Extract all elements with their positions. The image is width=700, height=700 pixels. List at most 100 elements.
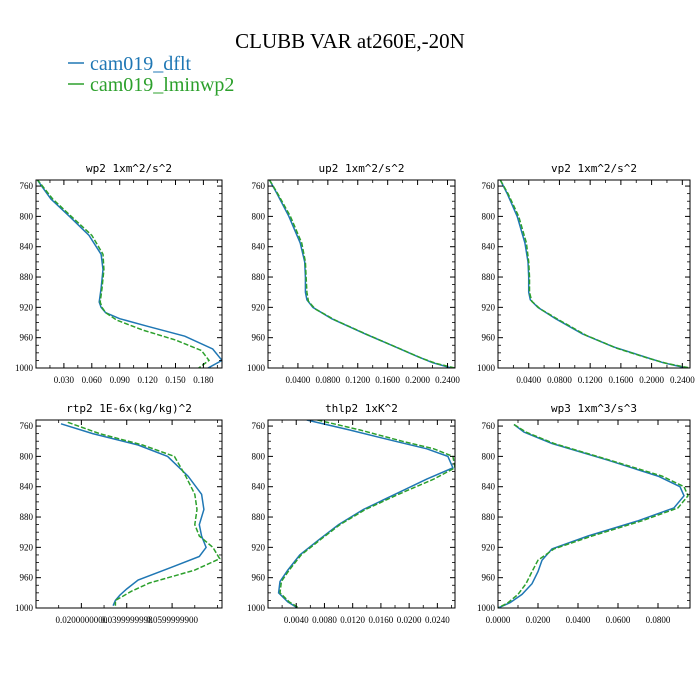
x-tick-label: 0.0080 (312, 615, 337, 625)
y-tick-label: 960 (252, 333, 266, 343)
panel-title: thlp2 1xK^2 (325, 402, 398, 415)
series-line-cam019_lminwp2 (279, 420, 455, 608)
x-tick-label: 0.0200 (526, 615, 551, 625)
panel-1: up2 1xm^2/s^2 760 800 840 880 920 960 1000 0.040… (247, 162, 460, 385)
y-tick-label: 880 (482, 512, 496, 522)
y-tick-label: 960 (20, 333, 34, 343)
y-tick-label: 840 (20, 242, 34, 252)
plot-frame (35, 179, 223, 369)
x-tick-label: 0.0800 (547, 375, 572, 385)
y-tick-label: 840 (20, 482, 34, 492)
y-tick-label: 920 (252, 302, 266, 312)
x-tick-label: 0.2000 (405, 375, 430, 385)
y-tick-label: 880 (20, 272, 34, 282)
y-tick-label: 960 (482, 333, 496, 343)
x-tick-label: 0.0800 (646, 615, 671, 625)
plot-frame (497, 179, 691, 369)
x-tick-label: 0.150 (165, 375, 186, 385)
y-tick-label: 760 (482, 421, 496, 431)
panel-title: vp2 1xm^2/s^2 (551, 162, 637, 175)
panels: wp2 1xm^2/s^2 760 800 840 880 920 960 1000 0.030… (15, 162, 695, 625)
x-tick-label: 0.030 (54, 375, 75, 385)
y-tick-label: 1000 (477, 603, 496, 613)
y-tick-label: 800 (252, 211, 266, 221)
panel-title: up2 1xm^2/s^2 (318, 162, 404, 175)
x-tick-label: 0.0240 (425, 615, 450, 625)
x-tick-label: 0.2000 (639, 375, 664, 385)
x-tick-label: 0.0160 (369, 615, 394, 625)
x-tick-label: 0.0399999998 (101, 615, 153, 625)
y-tick-label: 800 (20, 211, 34, 221)
x-tick-label: 0.0200 (397, 615, 422, 625)
x-tick-label: 0.060 (82, 375, 103, 385)
x-tick-label: 0.090 (110, 375, 131, 385)
series-line-cam019_dflt (60, 423, 207, 606)
y-tick-label: 800 (482, 451, 496, 461)
y-tick-label: 920 (20, 542, 34, 552)
x-tick-label: 0.1600 (375, 375, 400, 385)
x-tick-label: 0.0599999900 (146, 615, 198, 625)
y-tick-label: 920 (482, 542, 496, 552)
panel-0: wp2 1xm^2/s^2 760 800 840 880 920 960 1000 0.030… (15, 162, 223, 385)
series-line-cam019_lminwp2 (67, 421, 221, 606)
series-line-cam019_dflt (277, 420, 454, 608)
figure-title: CLUBB VAR at260E,-20N (235, 29, 465, 53)
y-tick-label: 760 (20, 181, 34, 191)
x-tick-label: 0.1200 (345, 375, 370, 385)
x-tick-label: 0.1600 (609, 375, 634, 385)
y-tick-label: 760 (482, 181, 496, 191)
series-line-cam019_dflt (498, 423, 685, 608)
y-tick-label: 880 (252, 272, 266, 282)
y-tick-label: 960 (252, 573, 266, 583)
x-tick-label: 0.0800 (315, 375, 340, 385)
y-tick-label: 920 (482, 302, 496, 312)
plot-frame (35, 419, 223, 609)
y-tick-label: 760 (20, 421, 34, 431)
series-line-cam019_lminwp2 (36, 180, 211, 368)
series-line-cam019_dflt (499, 180, 687, 368)
y-tick-label: 880 (482, 272, 496, 282)
y-tick-label: 880 (252, 512, 266, 522)
y-tick-label: 1000 (247, 603, 266, 613)
y-tick-label: 760 (252, 421, 266, 431)
x-tick-label: 0.120 (137, 375, 158, 385)
y-tick-label: 1000 (15, 603, 34, 613)
x-tick-label: 0.1200 (578, 375, 603, 385)
y-tick-label: 760 (252, 181, 266, 191)
y-tick-label: 920 (252, 542, 266, 552)
y-tick-label: 840 (252, 242, 266, 252)
y-tick-label: 800 (252, 451, 266, 461)
x-tick-label: 0.0120 (340, 615, 365, 625)
legend-label-dflt: cam019_dflt (90, 53, 192, 75)
series-line-cam019_dflt (36, 180, 222, 368)
x-tick-label: 0.180 (193, 375, 214, 385)
y-tick-label: 840 (482, 242, 496, 252)
x-tick-label: 0.2400 (670, 375, 695, 385)
y-tick-label: 1000 (477, 363, 496, 373)
x-tick-label: 0.2400 (435, 375, 460, 385)
plot-frame (267, 179, 456, 369)
y-tick-label: 840 (252, 482, 266, 492)
x-tick-label: 0.0200000000 (55, 615, 107, 625)
y-tick-label: 880 (20, 512, 34, 522)
x-tick-label: 0.0000 (486, 615, 511, 625)
x-tick-label: 0.0600 (606, 615, 631, 625)
x-tick-label: 0.0400 (516, 375, 541, 385)
panel-title: rtp2 1E-6x(kg/kg)^2 (66, 402, 192, 415)
x-tick-label: 0.0040 (284, 615, 309, 625)
series-line-cam019_lminwp2 (498, 423, 689, 608)
panel-2: vp2 1xm^2/s^2 760 800 840 880 920 960 1000 0.040… (477, 162, 695, 385)
legend-label-lminwp2: cam019_lminwp2 (90, 74, 234, 96)
panel-5: wp3 1xm^3/s^3 760 800 840 880 920 960 1000 0.000… (477, 402, 691, 625)
y-tick-label: 800 (482, 211, 496, 221)
panel-title: wp2 1xm^2/s^2 (86, 162, 172, 175)
y-tick-label: 840 (482, 482, 496, 492)
x-tick-label: 0.0400 (286, 375, 311, 385)
series-line-cam019_lminwp2 (268, 180, 455, 368)
y-tick-label: 1000 (247, 363, 266, 373)
plot-frame (497, 419, 691, 609)
panel-3: rtp2 1E-6x(kg/kg)^2 760 800 840 880 920 960 100… (15, 402, 223, 625)
y-tick-label: 960 (482, 573, 496, 583)
series-line-cam019_dflt (268, 180, 452, 368)
